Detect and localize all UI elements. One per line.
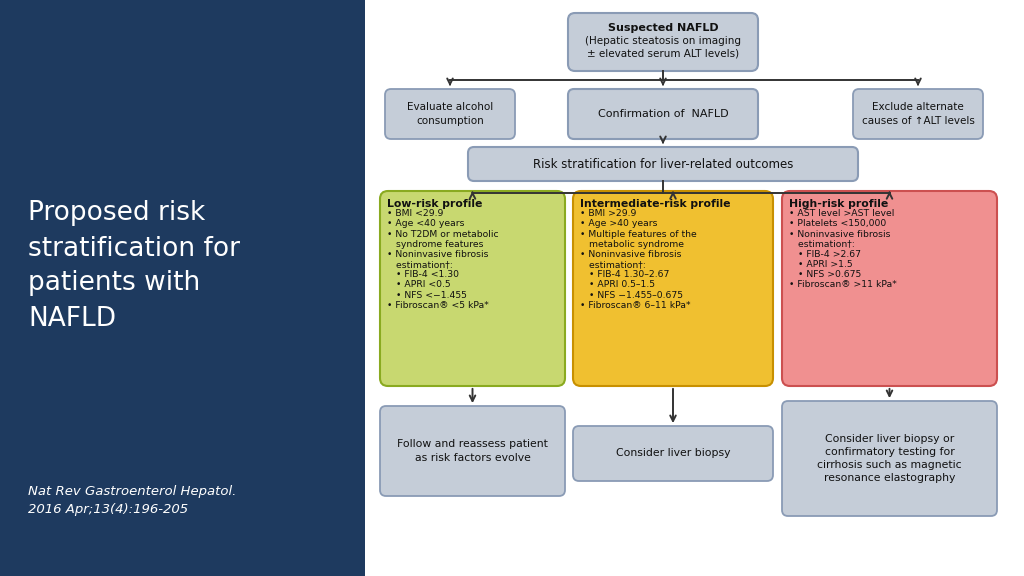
Text: • Platelets <150,000: • Platelets <150,000 [790,219,886,228]
FancyBboxPatch shape [468,147,858,181]
Text: • FIB-4 >2.67: • FIB-4 >2.67 [790,250,861,259]
Text: • Age <40 years: • Age <40 years [387,219,465,228]
Text: estimation†:: estimation†: [580,260,646,269]
FancyBboxPatch shape [782,401,997,516]
Text: Consider liver biopsy or
confirmatory testing for
cirrhosis such as magnetic
res: Consider liver biopsy or confirmatory te… [817,434,962,483]
Text: Evaluate alcohol
consumption: Evaluate alcohol consumption [407,103,494,126]
Text: Follow and reassess patient
as risk factors evolve: Follow and reassess patient as risk fact… [397,439,548,463]
Text: • AST level >AST level: • AST level >AST level [790,209,894,218]
Text: • Multiple features of the: • Multiple features of the [580,229,696,238]
Text: • Noninvasive fibrosis: • Noninvasive fibrosis [387,250,488,259]
Text: • FIB-4 1.30–2.67: • FIB-4 1.30–2.67 [580,270,670,279]
Text: Low-risk profile: Low-risk profile [387,199,482,209]
FancyBboxPatch shape [782,191,997,386]
Text: • Fibroscan® 6–11 kPa*: • Fibroscan® 6–11 kPa* [580,301,690,310]
FancyBboxPatch shape [573,426,773,481]
Text: • Noninvasive fibrosis: • Noninvasive fibrosis [790,229,891,238]
Text: • NFS −1.455–0.675: • NFS −1.455–0.675 [580,291,683,300]
FancyBboxPatch shape [568,13,758,71]
FancyBboxPatch shape [853,89,983,139]
Text: (Hepatic steatosis on imaging: (Hepatic steatosis on imaging [585,36,741,46]
Text: ± elevated serum ALT levels): ± elevated serum ALT levels) [587,49,739,59]
Bar [365,0,1024,576]
Text: • NFS <−1.455: • NFS <−1.455 [387,291,467,300]
FancyBboxPatch shape [568,89,758,139]
FancyBboxPatch shape [573,191,773,386]
FancyBboxPatch shape [385,89,515,139]
Text: metabolic syndrome: metabolic syndrome [580,240,684,249]
Text: Nat Rev Gastroenterol Hepatol.
2016 Apr;13(4):196-205: Nat Rev Gastroenterol Hepatol. 2016 Apr;… [28,486,237,517]
Text: Intermediate-risk profile: Intermediate-risk profile [580,199,730,209]
FancyBboxPatch shape [380,191,565,386]
Text: High-risk profile: High-risk profile [790,199,888,209]
Text: • BMI >29.9: • BMI >29.9 [580,209,636,218]
Text: estimation†:: estimation†: [387,260,453,269]
FancyBboxPatch shape [380,406,565,496]
Text: • NFS >0.675: • NFS >0.675 [790,270,861,279]
Text: • No T2DM or metabolic: • No T2DM or metabolic [387,229,499,238]
Text: estimation†:: estimation†: [790,240,855,249]
Text: • APRI <0.5: • APRI <0.5 [387,281,451,289]
Text: Risk stratification for liver-related outcomes: Risk stratification for liver-related ou… [532,157,794,170]
Bar [0,0,365,576]
Text: • FIB-4 <1.30: • FIB-4 <1.30 [387,270,459,279]
Text: • Age >40 years: • Age >40 years [580,219,657,228]
Text: • Noninvasive fibrosis: • Noninvasive fibrosis [580,250,682,259]
Text: • BMI <29.9: • BMI <29.9 [387,209,443,218]
Text: Confirmation of  NAFLD: Confirmation of NAFLD [598,109,728,119]
Text: • Fibroscan® <5 kPa*: • Fibroscan® <5 kPa* [387,301,488,310]
Text: • Fibroscan® >11 kPa*: • Fibroscan® >11 kPa* [790,281,897,289]
Text: Exclude alternate
causes of ↑ALT levels: Exclude alternate causes of ↑ALT levels [861,103,975,126]
Text: Suspected NAFLD: Suspected NAFLD [607,23,718,33]
Text: Consider liver biopsy: Consider liver biopsy [615,449,730,458]
Text: • APRI 0.5–1.5: • APRI 0.5–1.5 [580,281,655,289]
Text: • APRI >1.5: • APRI >1.5 [790,260,853,269]
Text: syndrome features: syndrome features [387,240,483,249]
Text: Proposed risk
stratification for
patients with
NAFLD: Proposed risk stratification for patient… [28,200,240,332]
